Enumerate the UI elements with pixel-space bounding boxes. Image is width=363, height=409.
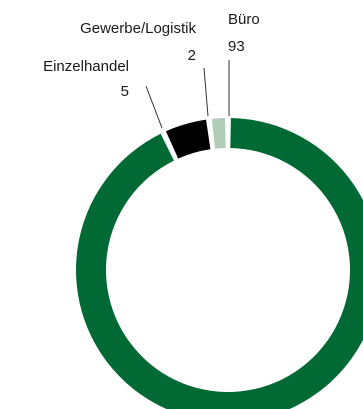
label-buero-value: 93 xyxy=(228,38,245,55)
leader-line-einzelhandel xyxy=(145,85,163,129)
slice-einzelhandel xyxy=(165,119,211,159)
label-einzelhandel-name: Einzelhandel xyxy=(43,58,129,75)
slice-b-ro xyxy=(76,118,363,409)
leader-line-gewerbe-logistik xyxy=(203,67,209,117)
label-gewerbe-value: 2 xyxy=(188,47,196,64)
label-buero-name: Büro xyxy=(228,11,260,28)
label-gewerbe-name: Gewerbe/Logistik xyxy=(80,20,196,37)
donut-slices xyxy=(76,118,363,409)
label-einzelhandel-value: 5 xyxy=(121,83,129,100)
slice-gewerbe-logistik xyxy=(211,118,226,149)
leader-lines xyxy=(145,60,230,129)
